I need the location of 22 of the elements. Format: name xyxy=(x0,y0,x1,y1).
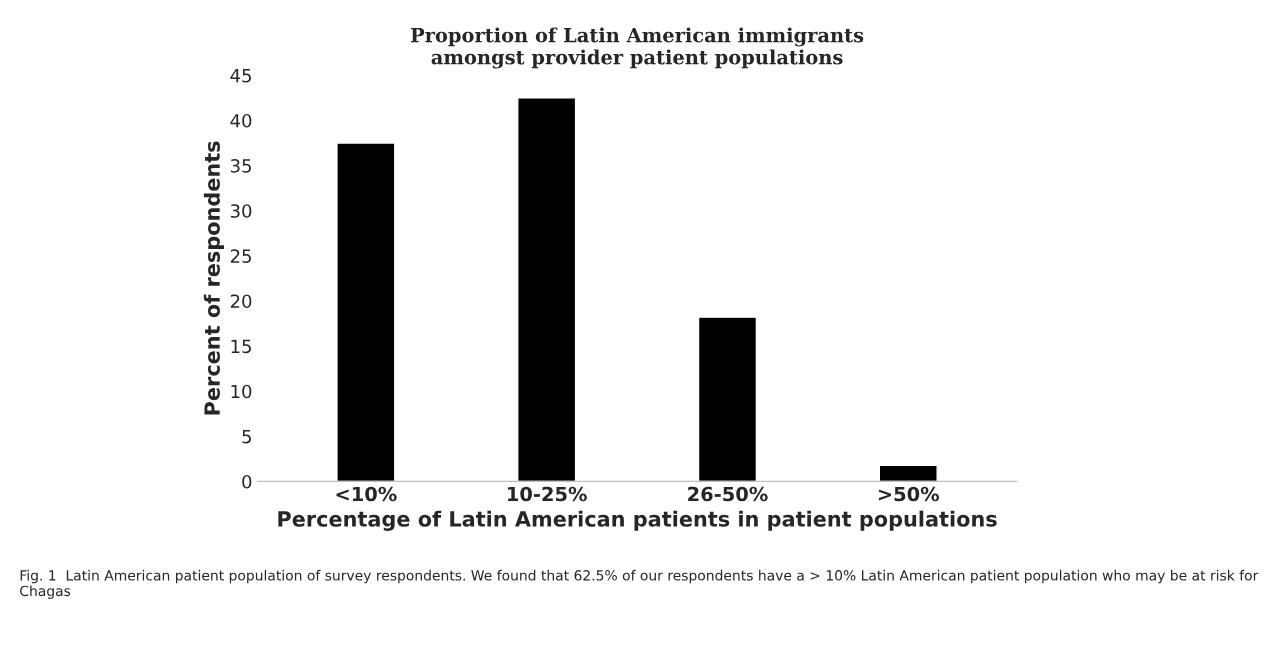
x-tick-label: 26-50% xyxy=(688,486,768,502)
bar xyxy=(517,97,577,482)
x-tick-label: <10% xyxy=(336,486,397,502)
x-tick-label: >50% xyxy=(878,486,940,502)
bar xyxy=(878,464,938,482)
x-tick-label: 10-25% xyxy=(508,486,587,502)
y-tick-label: 0 xyxy=(242,474,252,489)
y-tick-label: 15 xyxy=(231,339,251,354)
y-tick-label: 25 xyxy=(230,249,251,263)
y-tick-label: 30 xyxy=(230,204,252,218)
y-tick-label: 35 xyxy=(230,159,251,173)
y-axis-title: Percent of respondents xyxy=(203,141,225,415)
y-tick-label: 5 xyxy=(242,430,251,444)
y-tick-label: 20 xyxy=(230,294,252,309)
caption: Fig. 1 Latin American patient population of survey respondents. We found that 62.5% of our respondents have a > 10% Latin American patient population who may be at risk for Chagas xyxy=(20,569,1259,599)
bar xyxy=(697,316,758,482)
y-tick-label: 45 xyxy=(230,69,251,83)
x-axis-title: Percentage of Latin American patients in patient populations xyxy=(278,510,997,531)
bar xyxy=(336,142,396,482)
y-tick-label: 40 xyxy=(230,113,252,128)
y-tick-label: 10 xyxy=(231,384,252,399)
chart-title: Proportion of Latin American immigrants amongst provider patient populations xyxy=(410,27,864,69)
